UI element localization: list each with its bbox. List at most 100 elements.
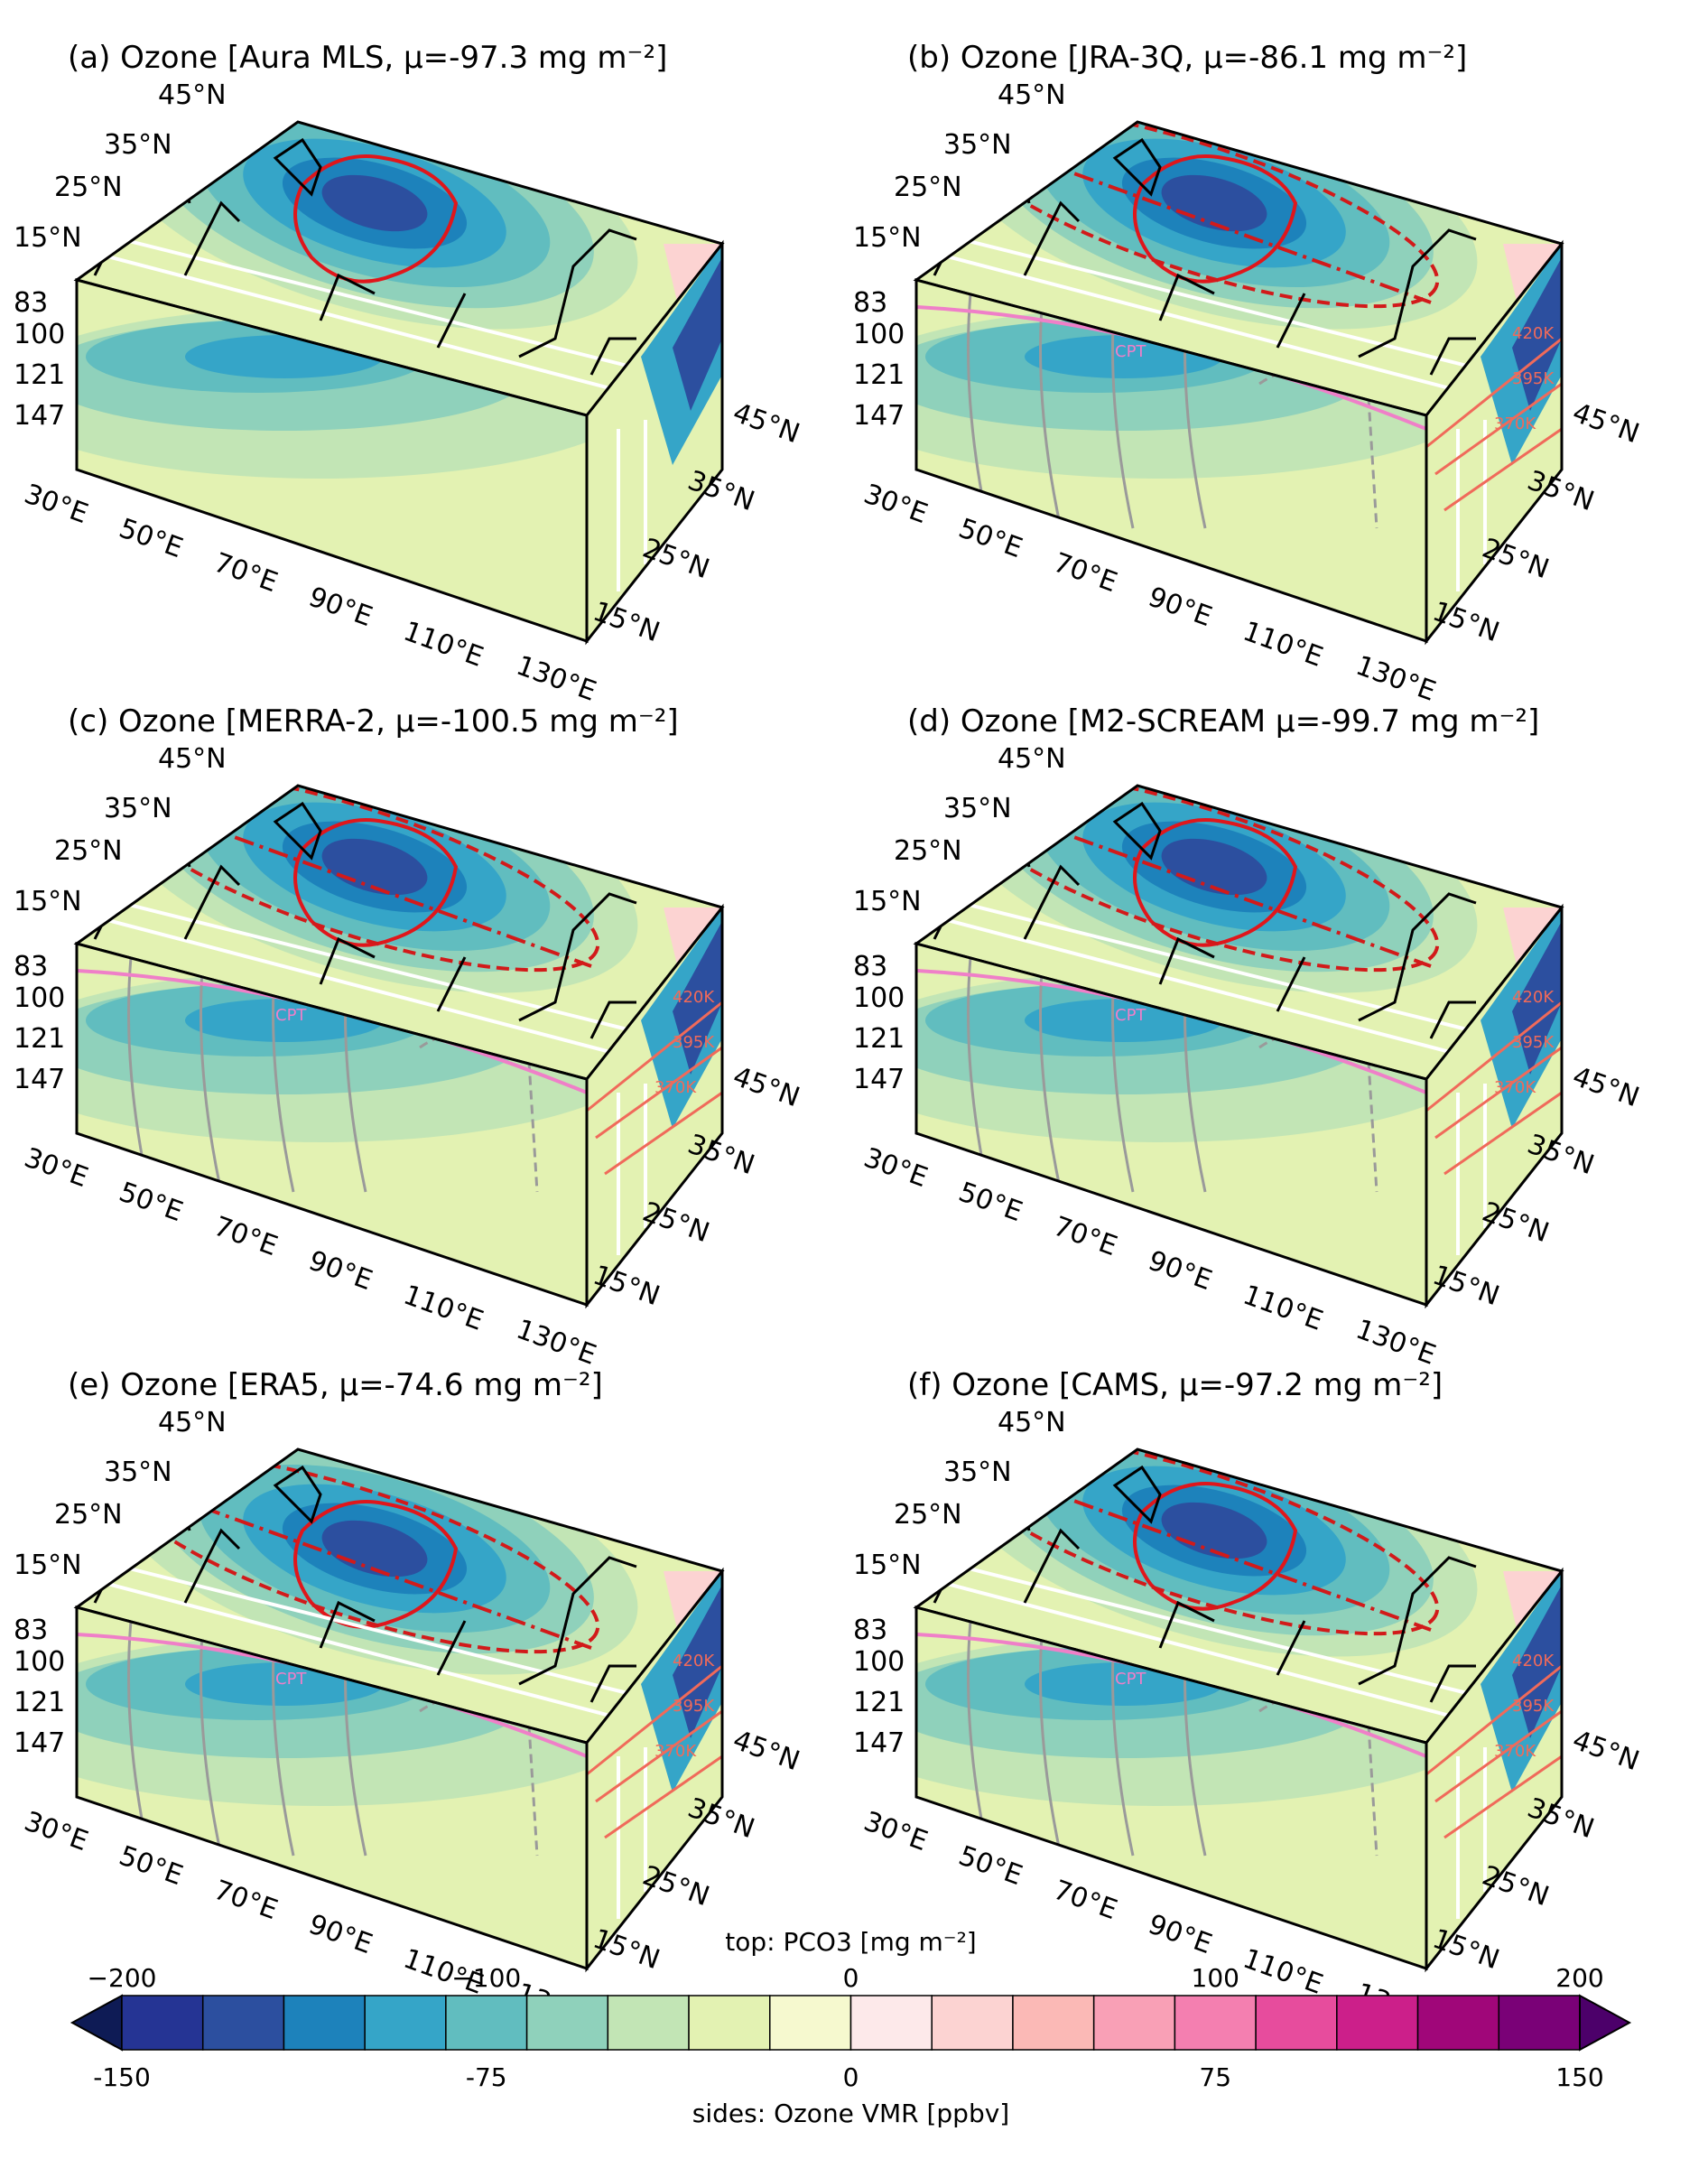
lon-tick: 50°E	[954, 1177, 1026, 1229]
lat-tick-right: 45°N	[1568, 1061, 1643, 1114]
lon-tick: 50°E	[954, 513, 1026, 565]
isentrope-red	[595, 1046, 722, 1140]
side-face-edge	[585, 1567, 724, 1973]
lon-tick: 30°E	[859, 479, 932, 531]
isentrope-red	[1434, 1709, 1562, 1803]
pressure-tick: 83	[14, 287, 48, 319]
lon-tick: 70°E	[209, 547, 282, 600]
plateau-outline	[1133, 154, 1298, 284]
panel-d: CPT 420K 395K 370K (d) Ozone [M2-SCREAM μ=-9…	[853, 703, 1643, 1372]
lat-tick: 35°N	[943, 1457, 1012, 1488]
lon-tick: 130°E	[1351, 1314, 1440, 1372]
lat-tick: 45°N	[158, 743, 227, 775]
colorbar-swatch	[1498, 1995, 1581, 2051]
pressure-tick: 100	[14, 1646, 65, 1678]
colorbar-extend-high	[1579, 1994, 1632, 2052]
pressure-tick: 83	[853, 287, 887, 319]
lat-line	[85, 228, 646, 372]
colorbar-extend-low	[70, 1994, 123, 2052]
lon-tick: 110°E	[399, 616, 487, 674]
lon-tick: 70°E	[209, 1211, 282, 1263]
lat-line	[916, 910, 1468, 1058]
lat-line	[924, 892, 1486, 1036]
isentrope-red	[604, 1091, 722, 1176]
ozone-contour	[1161, 838, 1267, 896]
panel-c: CPT 420K 395K 370K (c) Ozone [MERRA-2, μ=-10…	[14, 703, 803, 1372]
isentrope-red	[1434, 382, 1562, 476]
isentrope-red	[1426, 1001, 1562, 1112]
lat-tick: 35°N	[104, 129, 172, 161]
lon-tick: 90°E	[1144, 1909, 1216, 1961]
lat-tick: 25°N	[894, 172, 962, 203]
anticyclone-axis	[1006, 147, 1432, 304]
pressure-tick: 121	[14, 1687, 65, 1718]
isentrope-label: 420K	[1512, 324, 1555, 343]
pressure-tick: 83	[853, 951, 887, 982]
lon-tick: 50°E	[115, 1177, 187, 1229]
lat-line	[77, 910, 628, 1058]
colorbar-swatch	[607, 1995, 690, 2051]
lat-tick: 15°N	[14, 886, 82, 917]
cpt-label: CPT	[1115, 342, 1146, 361]
ozone-contour	[1161, 174, 1267, 232]
pressure-tick: 147	[14, 1064, 65, 1095]
lat-tick-right: 15°N	[589, 1923, 664, 1977]
pressure-tick: 100	[853, 1646, 905, 1678]
anticyclone-axis	[1006, 1475, 1432, 1632]
side-face-edge	[585, 239, 724, 646]
ozone-contour	[1512, 257, 1562, 411]
side-face-edge	[1425, 1567, 1564, 1973]
colorbar-bottom-tick: 75	[1199, 2062, 1231, 2092]
side-face-contours: 420K 395K 370K	[1426, 1571, 1562, 1919]
pressure-tick: 100	[853, 982, 905, 1014]
pressure-tick: 83	[853, 1615, 887, 1646]
colorbar-swatch	[283, 1995, 366, 2051]
isentrope-label: 370K	[654, 1742, 697, 1761]
lon-tick: 30°E	[20, 1806, 92, 1858]
isentrope-red	[1443, 1091, 1562, 1176]
pressure-tick: 121	[853, 1023, 905, 1055]
lon-tick: 90°E	[1144, 1245, 1216, 1298]
side-face-edge	[585, 903, 724, 1309]
colorbar-swatch	[769, 1995, 852, 2051]
lat-tick: 25°N	[54, 172, 123, 203]
isentrope-red	[587, 1001, 722, 1112]
lon-tick: 70°E	[1049, 1875, 1121, 1927]
lon-tick: 50°E	[115, 1840, 187, 1893]
colorbar-swatch	[1092, 1995, 1176, 2051]
plateau-outline	[293, 818, 459, 947]
lat-tick-right: 45°N	[729, 1061, 803, 1114]
anticyclone-axis	[1006, 811, 1432, 968]
pressure-tick: 83	[14, 951, 48, 982]
colorbar-bottom-tick: 150	[1555, 2062, 1603, 2092]
pressure-tick: 147	[853, 1064, 905, 1095]
lat-tick-right: 45°N	[729, 1725, 803, 1778]
lon-tick: 50°E	[954, 1840, 1026, 1893]
colorbar-swatch	[201, 1995, 285, 2051]
lon-tick: 90°E	[304, 1909, 376, 1961]
cpt-label: CPT	[275, 1006, 307, 1025]
lat-tick-right: 45°N	[1568, 1725, 1643, 1778]
isentrope-label: 395K	[673, 1697, 715, 1716]
isentrope-red	[1426, 1664, 1562, 1776]
colorbar-swatch	[1416, 1995, 1500, 2051]
colorbar-top-tick: 100	[1192, 1963, 1239, 1993]
isentrope-label: 395K	[1512, 1697, 1555, 1716]
colorbar-swatch	[525, 1995, 609, 2051]
cpt-label: CPT	[1115, 1670, 1146, 1689]
isentrope-label: 370K	[1494, 1078, 1536, 1097]
lon-tick: 30°E	[859, 1806, 932, 1858]
lat-tick: 45°N	[158, 79, 227, 111]
colorbar-swatch	[849, 1995, 933, 2051]
lat-tick-right: 15°N	[589, 596, 664, 649]
pressure-tick: 147	[853, 1727, 905, 1759]
isentrope-red	[595, 1709, 722, 1803]
colorbar-swatch	[1336, 1995, 1419, 2051]
pressure-tick: 121	[853, 1687, 905, 1718]
pressure-tick: 100	[14, 982, 65, 1014]
lat-tick-right: 25°N	[638, 1860, 713, 1913]
lat-line	[85, 892, 646, 1036]
anticyclone-axis	[166, 811, 592, 968]
isentrope-label: 395K	[1512, 1033, 1555, 1052]
